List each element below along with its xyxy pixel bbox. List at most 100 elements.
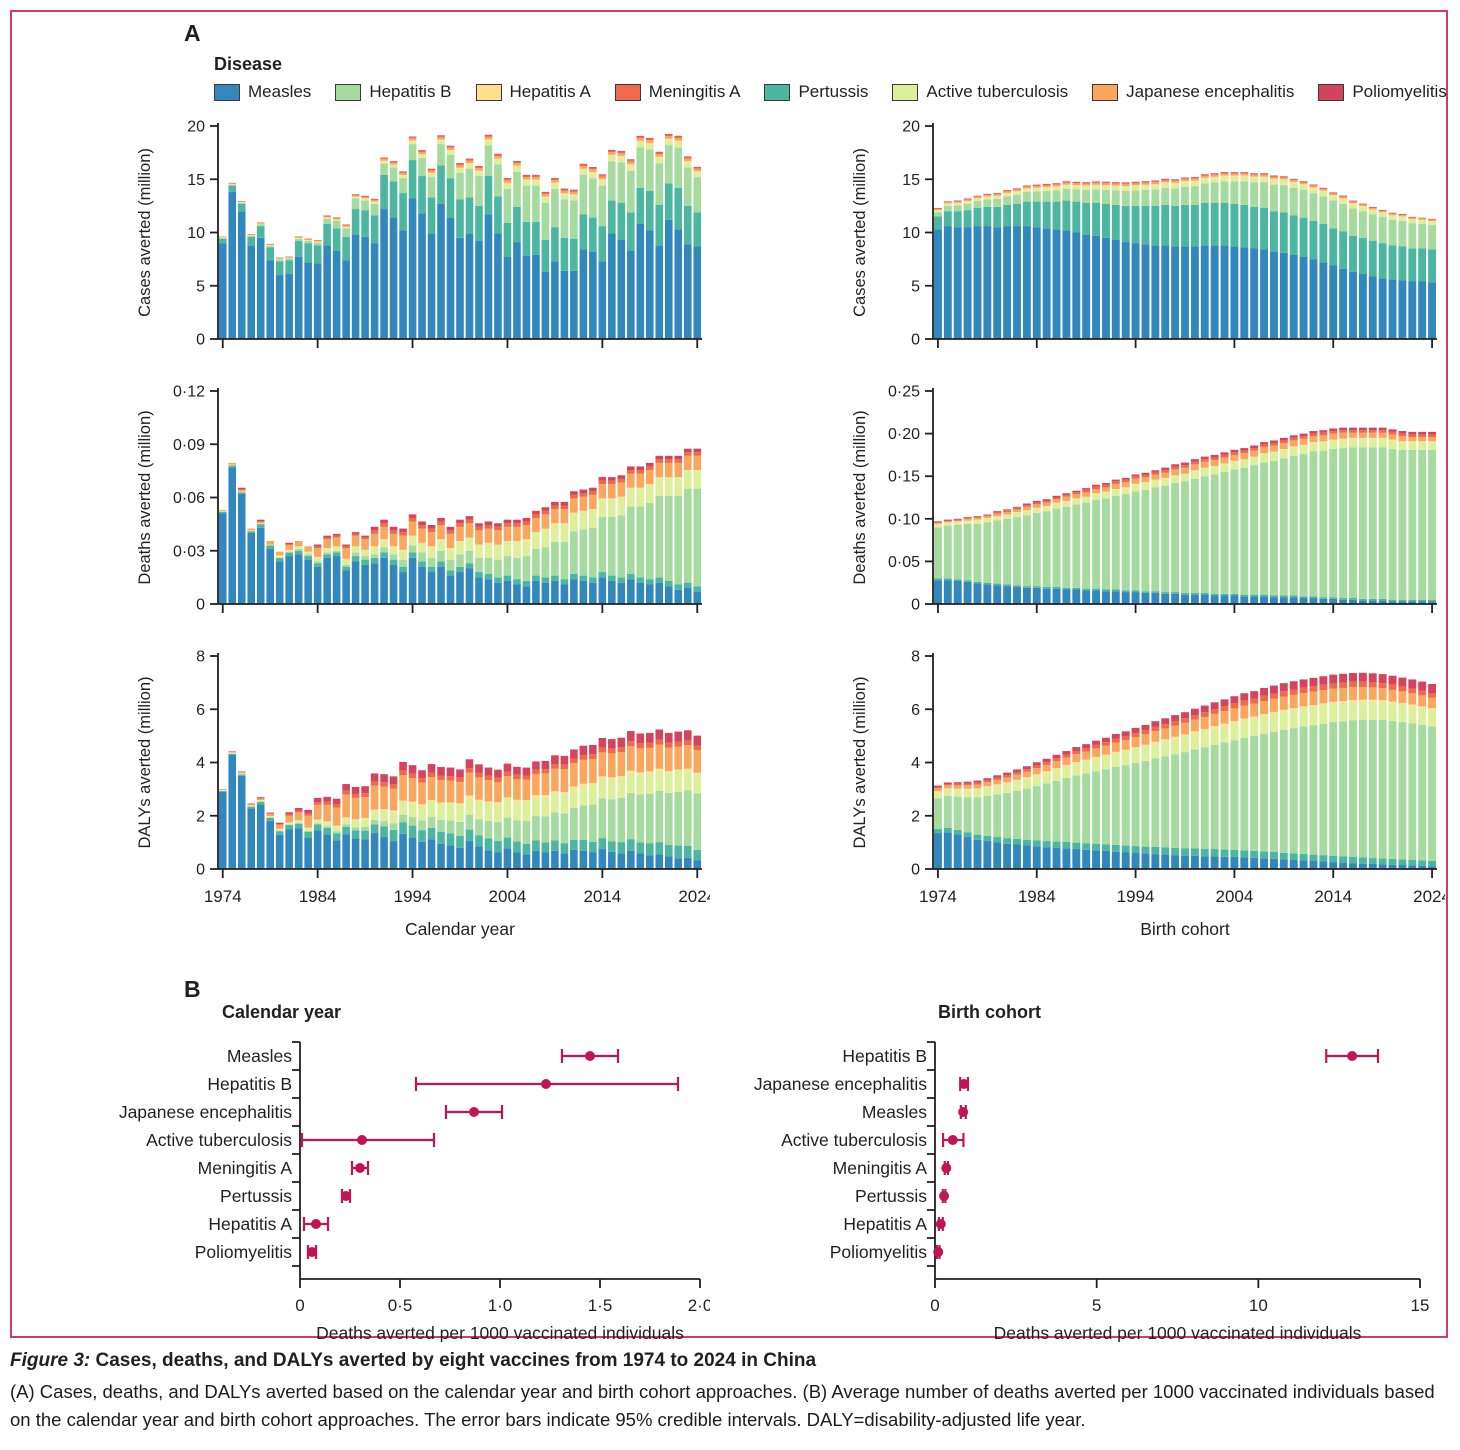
svg-text:Birth cohort: Birth cohort — [1140, 919, 1230, 939]
svg-text:0·03: 0·03 — [173, 543, 205, 560]
panel-a-label: A — [184, 20, 201, 46]
svg-text:0: 0 — [196, 597, 205, 614]
svg-text:0: 0 — [911, 332, 920, 349]
legend-swatch-icon — [475, 83, 502, 101]
svg-text:Cases averted (million): Cases averted (million) — [136, 148, 154, 317]
svg-text:4: 4 — [196, 755, 205, 772]
svg-text:Deaths averted per 1000 vaccin: Deaths averted per 1000 vaccinated indiv… — [316, 1323, 684, 1342]
svg-text:10: 10 — [1249, 1296, 1268, 1315]
svg-text:2004: 2004 — [1215, 887, 1253, 906]
svg-text:Deaths averted (million): Deaths averted (million) — [136, 410, 154, 584]
svg-text:Hepatitis B: Hepatitis B — [842, 1046, 927, 1066]
svg-text:Poliomyelitis: Poliomyelitis — [830, 1242, 927, 1262]
svg-text:2·0: 2·0 — [688, 1296, 710, 1315]
svg-text:Poliomyelitis: Poliomyelitis — [195, 1242, 292, 1262]
legend-swatch-icon — [214, 83, 240, 101]
svg-text:0: 0 — [911, 862, 920, 879]
svg-text:15: 15 — [187, 172, 205, 189]
svg-text:8: 8 — [911, 649, 920, 666]
svg-text:0: 0 — [196, 862, 205, 879]
legend-item: Hepatitis A — [475, 82, 591, 102]
dot-error-plot-svg: Measles Hepatitis B Japanese encephalitis A… — [119, 1041, 712, 1343]
svg-text:8: 8 — [196, 649, 205, 666]
svg-text:0·05: 0·05 — [888, 554, 920, 571]
chart-cases-birth-cohort: 0 5 10 15 20 Cases averted (million) — [845, 118, 1445, 365]
svg-text:Measles: Measles — [862, 1102, 927, 1122]
svg-text:1·0: 1·0 — [488, 1296, 513, 1315]
legend-item: Measles — [214, 82, 311, 102]
disease-legend: Measles Hepatitis B Hepatitis A Meningitis … — [214, 82, 1447, 102]
svg-text:Pertussis: Pertussis — [220, 1186, 292, 1206]
legend-item: Japanese encephalitis — [1092, 82, 1294, 102]
legend-item-label: Meningitis A — [648, 82, 741, 101]
svg-text:1984: 1984 — [1018, 887, 1056, 906]
legend-swatch-icon — [892, 83, 919, 101]
legend-swatch-icon — [614, 83, 641, 101]
svg-text:Cases averted (million): Cases averted (million) — [851, 148, 869, 317]
svg-text:Meningitis A: Meningitis A — [833, 1158, 928, 1178]
legend-item-label: Measles — [248, 82, 312, 101]
dotplot-calendar-year: Measles Hepatitis B Japanese encephalitis A… — [60, 1030, 712, 1347]
svg-text:Hepatitis A: Hepatitis A — [208, 1214, 292, 1234]
svg-text:1994: 1994 — [1117, 887, 1155, 906]
legend-item-label: Pertussis — [798, 82, 869, 101]
stacked-bar-chart-svg: 0 2 4 6 8 DALYs averted (million) 1974 1984 1994… — [136, 649, 716, 940]
chart-deaths-calendar-year: 0 0·03 0·06 0·09 0·12 Deaths averted (million… — [130, 383, 710, 630]
legend-item: Pertussis — [764, 82, 868, 102]
chart-deaths-birth-cohort: 0 0·05 0·10 0·15 0·20 0·25 Deaths averted (mil… — [845, 383, 1445, 630]
svg-text:2: 2 — [911, 808, 920, 825]
legend-item-label: Poliomyelitis — [1352, 82, 1447, 101]
svg-text:1994: 1994 — [394, 887, 432, 906]
svg-text:2014: 2014 — [583, 887, 621, 906]
svg-text:DALYs averted (million): DALYs averted (million) — [851, 676, 869, 848]
svg-text:Measles: Measles — [227, 1046, 292, 1066]
svg-text:Active tuberculosis: Active tuberculosis — [781, 1130, 927, 1150]
legend-item: Hepatitis B — [335, 82, 452, 102]
svg-text:1984: 1984 — [299, 887, 337, 906]
svg-text:2024: 2024 — [1413, 887, 1445, 906]
stacked-bar-chart-svg: 0 5 10 15 20 Cases averted (million) — [851, 119, 1437, 349]
legend-item: Poliomyelitis — [1318, 82, 1447, 102]
svg-text:0·12: 0·12 — [173, 384, 205, 401]
legend-swatch-icon — [335, 83, 362, 101]
svg-text:0·15: 0·15 — [888, 469, 920, 486]
svg-text:5: 5 — [196, 278, 205, 295]
svg-text:6: 6 — [196, 702, 205, 719]
svg-text:Japanese encephalitis: Japanese encephalitis — [754, 1074, 927, 1094]
chart-dalys-calendar-year: 0 2 4 6 8 DALYs averted (million) 1974 1984 1994… — [130, 648, 716, 953]
svg-text:Deaths averted (million): Deaths averted (million) — [851, 410, 869, 584]
svg-text:0: 0 — [911, 597, 920, 614]
svg-text:0: 0 — [196, 332, 205, 349]
legend-swatch-icon — [1092, 83, 1119, 101]
svg-text:4: 4 — [911, 755, 920, 772]
svg-text:DALYs averted (million): DALYs averted (million) — [136, 676, 154, 848]
svg-text:0·25: 0·25 — [888, 384, 920, 401]
stacked-bar-chart-svg: 0 0·05 0·10 0·15 0·20 0·25 Deaths averted (mil… — [851, 384, 1437, 614]
svg-text:1974: 1974 — [919, 887, 957, 906]
legend-swatch-icon — [764, 83, 791, 101]
svg-text:Japanese encephalitis: Japanese encephalitis — [119, 1102, 292, 1122]
svg-text:2024: 2024 — [678, 887, 710, 906]
stacked-bar-chart-svg: 0 2 4 6 8 DALYs averted (million) 1974 1984 1994… — [851, 649, 1451, 940]
svg-text:20: 20 — [902, 119, 920, 136]
legend-swatch-icon — [1318, 83, 1345, 101]
svg-text:Deaths averted per 1000 vaccin: Deaths averted per 1000 vaccinated indiv… — [994, 1323, 1362, 1342]
legend-item: Active tuberculosis — [892, 82, 1068, 102]
dotplot-birth-cohort: Hepatitis B Japanese encephalitis Measles A… — [750, 1030, 1450, 1347]
legend-item-label: Hepatitis B — [369, 82, 452, 101]
svg-text:0·10: 0·10 — [888, 511, 920, 528]
svg-text:0·5: 0·5 — [388, 1296, 413, 1315]
svg-text:10: 10 — [902, 225, 920, 242]
panel-b-label: B — [184, 976, 201, 1002]
legend-item-label: Japanese encephalitis — [1126, 82, 1295, 101]
svg-text:10: 10 — [187, 225, 205, 242]
svg-text:Hepatitis A: Hepatitis A — [843, 1214, 927, 1234]
figure-caption: Figure 3: Cases, deaths, and DALYs avert… — [10, 1350, 1450, 1434]
legend-item-label: Hepatitis A — [509, 82, 591, 101]
svg-text:5: 5 — [911, 278, 920, 295]
caption-title-text: Cases, deaths, and DALYs averted by eigh… — [90, 1350, 817, 1371]
svg-text:5: 5 — [1092, 1296, 1101, 1315]
svg-text:0·20: 0·20 — [888, 426, 920, 443]
caption-title: Figure 3: Cases, deaths, and DALYs avert… — [10, 1350, 1450, 1372]
dot-error-plot-svg: Hepatitis B Japanese encephalitis Measles A… — [754, 1041, 1429, 1343]
